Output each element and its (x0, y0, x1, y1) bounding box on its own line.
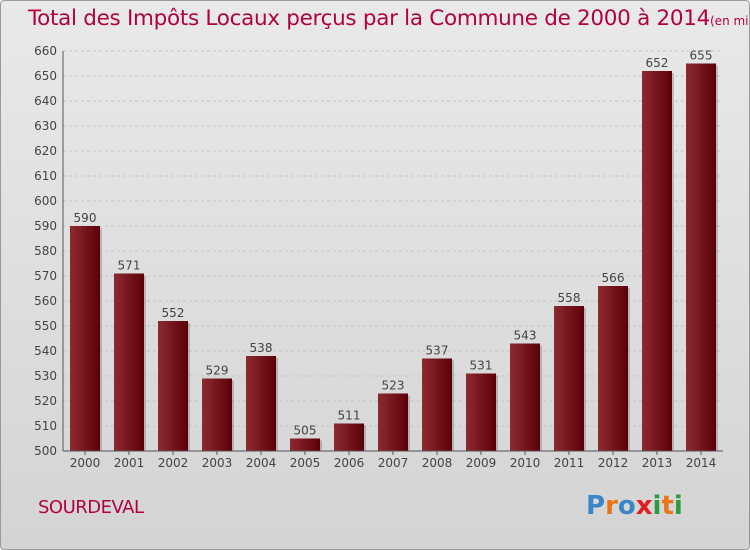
value-label: 566 (602, 271, 625, 285)
x-tick-label: 2004 (246, 456, 277, 470)
y-tick-label: 560 (34, 294, 57, 308)
y-tick-label: 520 (34, 394, 57, 408)
y-tick-label: 600 (34, 194, 57, 208)
logo-letter: x (635, 491, 653, 521)
x-tick-label: 2000 (70, 456, 101, 470)
y-tick-label: 660 (34, 44, 57, 58)
x-tick-label: 2002 (158, 456, 189, 470)
x-tick-label: 2003 (202, 456, 233, 470)
proxiti-logo: Proxiti (586, 491, 683, 521)
bar-2000 (70, 226, 100, 451)
bar-2010 (510, 343, 540, 451)
value-label: 538 (250, 341, 273, 355)
value-label: 531 (470, 359, 493, 373)
bar-2002 (158, 321, 188, 451)
bars: 590 571 552 529 538 505 511 523 537 531 543 558 566 6… (70, 49, 718, 451)
logo-letter: o (617, 491, 636, 521)
logo-letter: i (652, 491, 662, 521)
x-tick-label: 2013 (642, 456, 673, 470)
commune-name: SOURDEVAL (38, 497, 144, 518)
bar-2003 (202, 378, 232, 451)
y-tick-label: 550 (34, 319, 57, 333)
value-label: 558 (558, 291, 581, 305)
x-tick-label: 2008 (422, 456, 453, 470)
value-label: 552 (162, 306, 185, 320)
y-tick-label: 590 (34, 219, 57, 233)
logo-letter: t (661, 491, 674, 521)
bar-2004 (246, 356, 276, 451)
x-tick-label: 2009 (466, 456, 497, 470)
y-tick-label: 630 (34, 119, 57, 133)
y-tick-label: 650 (34, 69, 57, 83)
title-main: Total des Impôts Locaux perçus par la Co… (28, 6, 710, 31)
y-tick-label: 570 (34, 269, 57, 283)
unit-note: (en milliers d'€) (710, 14, 749, 28)
logo-letter: i (673, 491, 683, 521)
y-tick-label: 620 (34, 144, 57, 158)
bar-2008 (422, 358, 452, 451)
y-tick-label: 640 (34, 94, 57, 108)
bar-2001 (114, 273, 144, 451)
value-label: 505 (294, 424, 317, 438)
y-tick-label: 530 (34, 369, 57, 383)
x-tick-label: 2001 (114, 456, 145, 470)
value-label: 590 (74, 211, 97, 225)
x-tick-label: 2005 (290, 456, 321, 470)
bar-2005 (290, 438, 320, 451)
value-label: 652 (646, 56, 669, 70)
value-label: 537 (426, 344, 449, 358)
value-label: 511 (338, 409, 361, 423)
x-tick-label: 2012 (598, 456, 629, 470)
x-tick-label: 2011 (554, 456, 585, 470)
bar-2011 (554, 306, 584, 451)
bar-2013 (642, 71, 672, 451)
y-tick-label: 610 (34, 169, 57, 183)
logo-letter: P (586, 491, 606, 521)
bar-2007 (378, 393, 408, 451)
x-tick-label: 2006 (334, 456, 365, 470)
x-tick-label: 2014 (686, 456, 717, 470)
bar-2009 (466, 373, 496, 451)
y-axis: 500 510 520 530 540 550 560 570 580 590 600 610 620 6… (34, 44, 64, 458)
x-axis: 2000 2001 2002 2003 2004 2005 2006 2007 2008 2009… (63, 450, 723, 470)
y-tick-label: 540 (34, 344, 57, 358)
bar-2012 (598, 286, 628, 451)
y-tick-label: 510 (34, 419, 57, 433)
value-label: 529 (206, 364, 229, 378)
bar-2006 (334, 423, 364, 451)
y-tick-label: 500 (34, 444, 57, 458)
value-label: 655 (690, 49, 713, 63)
value-label: 543 (514, 329, 537, 343)
x-tick-label: 2010 (510, 456, 541, 470)
value-label: 571 (118, 259, 141, 273)
chart-title: Total des Impôts Locaux perçus par la Co… (28, 6, 749, 31)
y-tick-label: 580 (34, 244, 57, 258)
x-tick-label: 2007 (378, 456, 409, 470)
bar-2014 (686, 63, 716, 451)
logo-letter: r (605, 491, 618, 521)
value-label: 523 (382, 379, 405, 393)
